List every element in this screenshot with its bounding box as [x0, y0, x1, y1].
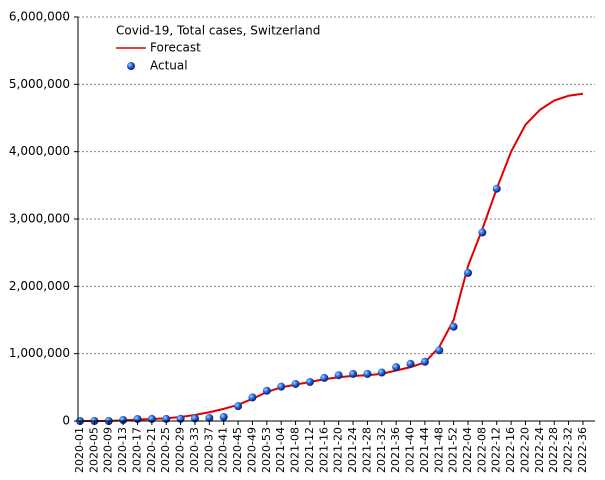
actual-point — [234, 402, 243, 411]
actual-point — [277, 382, 286, 391]
actual-point — [205, 413, 214, 422]
actual-point — [463, 268, 472, 277]
x-tick-label: 2020-01 — [73, 427, 86, 473]
actual-point — [320, 373, 329, 382]
y-tick-label: 5,000,000 — [9, 77, 70, 91]
x-tick-label: 2020-45 — [231, 427, 244, 473]
x-tick-label: 2020-29 — [174, 427, 187, 473]
x-tick-label: 2020-17 — [130, 427, 143, 473]
x-tick-label: 2021-04 — [274, 427, 287, 473]
actual-point — [363, 369, 372, 378]
actual-point — [219, 412, 228, 421]
x-tick-label: 2020-33 — [188, 427, 201, 473]
actual-point — [449, 322, 458, 331]
y-tick-label: 4,000,000 — [9, 144, 70, 158]
y-tick-label: 0 — [62, 414, 70, 428]
x-tick-label: 2020-53 — [260, 427, 273, 473]
x-tick-label: 2021-08 — [289, 427, 302, 473]
actual-point — [435, 346, 444, 355]
x-tick-label: 2021-40 — [404, 427, 417, 473]
x-tick-label: 2021-48 — [432, 427, 445, 473]
y-tick-label: 2,000,000 — [9, 279, 70, 293]
actual-point — [291, 379, 300, 388]
actual-point — [262, 386, 271, 395]
x-tick-label: 2020-13 — [116, 427, 129, 473]
chart-title: Covid-19, Total cases, Switzerland — [116, 24, 320, 38]
x-tick-label: 2021-12 — [303, 427, 316, 473]
x-tick-label: 2022-12 — [490, 427, 503, 473]
x-tick-label: 2021-20 — [332, 427, 345, 473]
x-tick-label: 2021-28 — [360, 427, 373, 473]
x-tick-label: 2022-36 — [576, 427, 589, 473]
x-tick-label: 2021-52 — [447, 427, 460, 473]
actual-point — [392, 363, 401, 372]
actual-point — [406, 359, 415, 368]
x-tick-label: 2020-05 — [87, 427, 100, 473]
x-tick-label: 2022-28 — [547, 427, 560, 473]
x-tick-label: 2022-20 — [518, 427, 531, 473]
actual-point — [420, 357, 429, 366]
x-tick-label: 2020-09 — [102, 427, 115, 473]
x-tick-label: 2022-04 — [461, 427, 474, 473]
x-tick-label: 2020-21 — [145, 427, 158, 473]
plot — [76, 92, 584, 425]
actual-point — [478, 228, 487, 237]
actual-point — [492, 184, 501, 193]
x-tick-label: 2022-32 — [562, 427, 575, 473]
legend-label: Actual — [150, 59, 188, 73]
forecast-line — [80, 92, 584, 422]
x-tick-label: 2022-24 — [533, 427, 546, 473]
x-tick-label: 2020-37 — [202, 427, 215, 473]
legend: Forecast Actual — [116, 41, 201, 73]
x-tick-label: 2022-16 — [504, 427, 517, 473]
legend-label: Forecast — [150, 41, 201, 55]
x-tick-label: 2021-44 — [418, 427, 431, 473]
actual-point — [305, 377, 314, 386]
x-tick-label: 2021-24 — [346, 427, 359, 473]
x-tick-label: 2020-25 — [159, 427, 172, 473]
x-tick-label: 2021-32 — [375, 427, 388, 473]
x-tick-label: 2022-08 — [475, 427, 488, 473]
x-tick-label: 2020-49 — [245, 427, 258, 473]
actual-point — [377, 368, 386, 377]
y-tick-label: 1,000,000 — [9, 346, 70, 360]
x-tick-label: 2021-16 — [317, 427, 330, 473]
legend-swatch — [127, 62, 135, 70]
x-tick-label: 2021-36 — [389, 427, 402, 473]
actual-point — [334, 371, 343, 380]
y-tick-label: 6,000,000 — [9, 10, 70, 24]
actual-point — [190, 414, 199, 423]
actual-point — [349, 369, 358, 378]
x-tick-label: 2020-41 — [217, 427, 230, 473]
actual-point — [248, 393, 257, 402]
y-tick-label: 3,000,000 — [9, 212, 70, 226]
actual-point — [119, 415, 128, 424]
